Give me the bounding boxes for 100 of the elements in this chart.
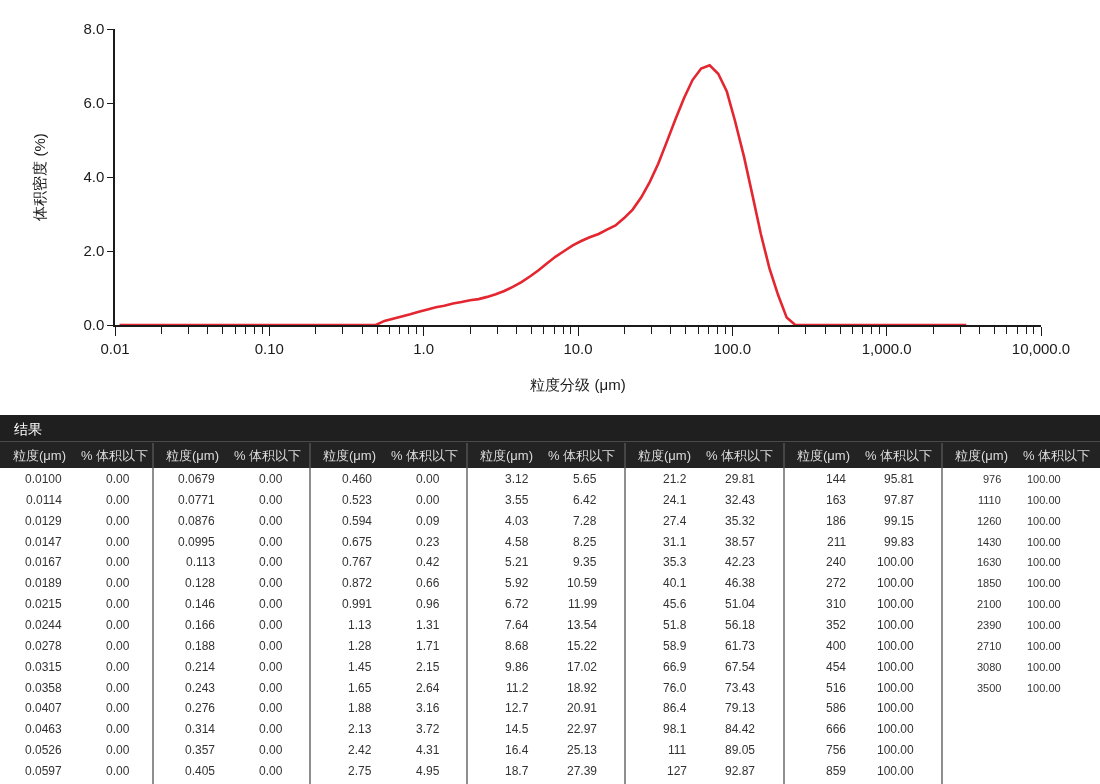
data-label: 2.64: [416, 681, 440, 695]
x-tick-label: 粒度(μm): [480, 448, 533, 463]
data-label: 0.00: [259, 764, 283, 778]
y-axis-title: 体积密度 (%): [31, 133, 49, 221]
data-label: 100.00: [1027, 536, 1061, 548]
data-label: 0.00: [259, 472, 283, 486]
data-label: 0.0315: [25, 660, 63, 674]
data-label: 92.87: [725, 764, 756, 778]
data-label: 0.00: [416, 493, 440, 507]
data-label: 100.00: [877, 743, 915, 757]
data-label: 100.00: [877, 722, 915, 736]
data-label: 586: [826, 701, 847, 715]
x-tick-label: % 体积以下: [81, 448, 149, 463]
y-tick-label: 0.0: [83, 316, 105, 334]
data-label: 1430: [977, 536, 1002, 548]
data-label: 100.00: [877, 618, 915, 632]
data-label: 0.405: [185, 764, 216, 778]
data-label: 0.00: [106, 660, 130, 674]
data-label: 100.00: [877, 597, 915, 611]
data-label: 5.65: [573, 472, 597, 486]
data-label: 0.00: [106, 743, 130, 757]
data-label: 976: [983, 473, 1002, 485]
data-label: 100.00: [1027, 494, 1061, 506]
data-label: 1110: [978, 494, 1001, 506]
data-label: 100.00: [877, 660, 915, 674]
data-label: 0.0167: [25, 555, 63, 569]
data-label: 0.0114: [26, 493, 63, 507]
data-label: 24.1: [663, 493, 687, 507]
data-label: 61.73: [725, 639, 756, 653]
data-label: 8.25: [573, 535, 597, 549]
data-label: 0.243: [185, 681, 216, 695]
x-axis-title: 粒度分级 (μm): [530, 376, 626, 394]
data-label: 0.00: [259, 639, 283, 653]
data-label: 12.7: [505, 701, 529, 715]
data-label: 1.65: [348, 681, 372, 695]
data-label: 99.83: [884, 535, 915, 549]
data-label: 9.86: [505, 660, 529, 674]
data-label: 76.0: [663, 681, 687, 695]
data-label: 400: [826, 639, 847, 653]
data-label: 67.54: [725, 660, 756, 674]
data-label: 0.0463: [25, 722, 63, 736]
data-label: 2.15: [416, 660, 440, 674]
data-label: 0.00: [259, 743, 283, 757]
data-label: 38.57: [725, 535, 756, 549]
data-label: 0.00: [106, 764, 130, 778]
data-label: 1630: [977, 556, 1002, 568]
data-label: 84.42: [725, 722, 756, 736]
data-label: 0.0147: [25, 535, 63, 549]
data-label: 100.00: [1027, 661, 1061, 673]
data-label: 756: [826, 743, 847, 757]
x-tick-label: 粒度(μm): [13, 448, 66, 463]
data-label: 211: [827, 535, 847, 549]
x-tick-label: 粒度(μm): [323, 448, 376, 463]
data-label: 0.0771: [178, 493, 216, 507]
data-label: 99.15: [884, 514, 915, 528]
data-label: 0.66: [416, 576, 440, 590]
data-label: 0.991: [342, 597, 373, 611]
data-label: 4.95: [416, 764, 440, 778]
data-label: 29.81: [725, 472, 756, 486]
data-label: 18.92: [567, 681, 598, 695]
data-label: 0.113: [186, 555, 216, 569]
data-label: 100.00: [877, 555, 915, 569]
data-label: 0.872: [342, 576, 373, 590]
data-label: 10.59: [567, 576, 598, 590]
data-label: 1260: [977, 515, 1002, 527]
data-label: 5.21: [505, 555, 529, 569]
x-tick-label: % 体积以下: [234, 448, 302, 463]
data-label: 5.92: [505, 576, 529, 590]
data-label: 0.166: [185, 618, 216, 632]
data-label: 0.0189: [25, 576, 63, 590]
data-label: 454: [826, 660, 847, 674]
data-label: 15.22: [567, 639, 598, 653]
data-label: 100.00: [1027, 556, 1061, 568]
data-label: 0.00: [106, 535, 130, 549]
data-label: 2100: [977, 598, 1002, 610]
data-label: 11.2: [506, 681, 529, 695]
x-tick-label: % 体积以下: [1023, 448, 1091, 463]
data-label: 1850: [977, 577, 1002, 589]
data-label: 7.28: [573, 514, 597, 528]
data-label: 1.13: [348, 618, 372, 632]
data-label: 0.0215: [25, 597, 63, 611]
y-tick-label: 6.0: [83, 94, 105, 112]
data-label: 0.767: [342, 555, 373, 569]
data-label: 13.54: [567, 618, 598, 632]
data-label: 100.00: [877, 681, 915, 695]
data-label: 0.23: [416, 535, 440, 549]
data-label: 310: [826, 597, 847, 611]
data-label: 100.00: [1027, 473, 1061, 485]
data-label: 66.9: [663, 660, 687, 674]
data-label: 45.6: [663, 597, 687, 611]
data-label: 56.18: [725, 618, 756, 632]
data-label: 163: [826, 493, 847, 507]
x-tick-label: % 体积以下: [548, 448, 616, 463]
x-tick-label: % 体积以下: [706, 448, 774, 463]
data-label: 9.35: [573, 555, 597, 569]
data-label: 516: [826, 681, 847, 695]
x-tick-label: 1.0: [413, 339, 435, 357]
data-label: 0.00: [259, 722, 283, 736]
data-label: 0.594: [342, 514, 373, 528]
data-label: 0.00: [259, 660, 283, 674]
